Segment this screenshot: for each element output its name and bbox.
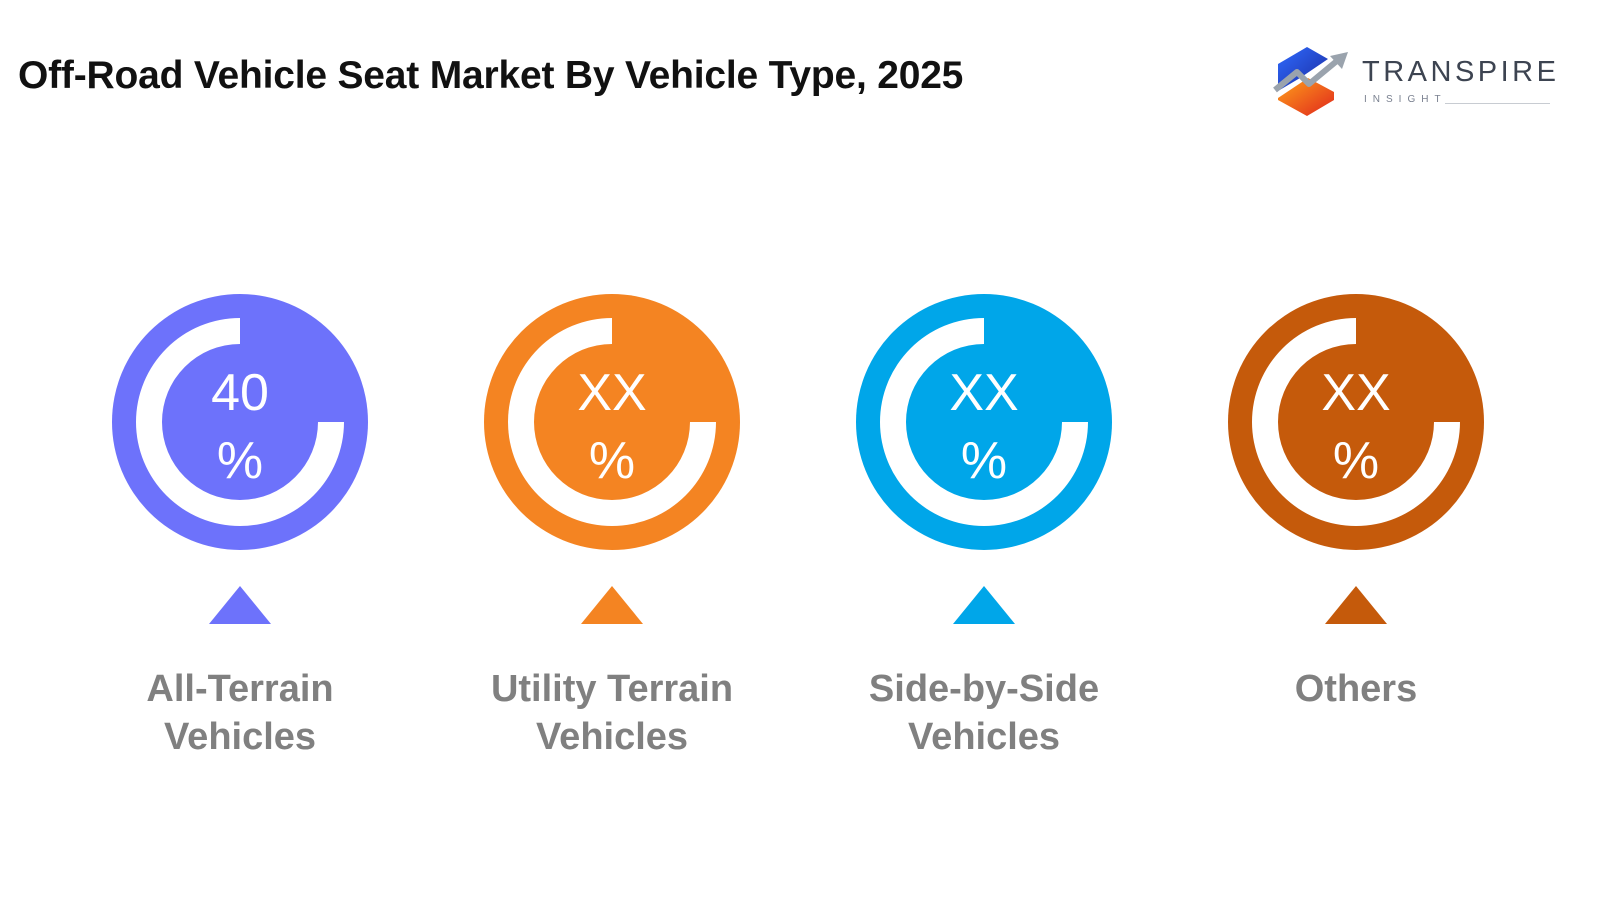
logo-subtitle: INSIGHT <box>1364 94 1447 105</box>
category-pointer-triangle <box>581 586 643 624</box>
category-pointer-triangle <box>1325 586 1387 624</box>
logo-name: TRANSPIRE <box>1362 56 1560 88</box>
category-pointer-triangle <box>209 586 271 624</box>
category-unit: % <box>589 432 635 490</box>
category-3: XX% Others <box>1228 294 1484 710</box>
category-label-line: Side-by-Side <box>869 668 1099 710</box>
category-1: XX% Utility Terrain Vehicles <box>484 294 740 758</box>
transpire-logo: TRANSPIRE INSIGHT <box>1270 44 1570 124</box>
category-label-line: Vehicles <box>164 716 316 758</box>
category-value: XX <box>577 364 646 422</box>
category-pointer-triangle <box>953 586 1015 624</box>
category-label-line: Others <box>1295 668 1417 710</box>
category-value: XX <box>1321 364 1390 422</box>
category-unit: % <box>217 432 263 490</box>
category-label-line: Vehicles <box>908 716 1060 758</box>
category-value: XX <box>949 364 1018 422</box>
logo-rule <box>1445 103 1550 104</box>
category-2: XX% Side-by-Side Vehicles <box>856 294 1112 758</box>
category-label-line: Vehicles <box>536 716 688 758</box>
chart-title: Off-Road Vehicle Seat Market By Vehicle … <box>18 54 964 97</box>
category-label-line: All-Terrain <box>146 668 333 710</box>
category-unit: % <box>1333 432 1379 490</box>
category-unit: % <box>961 432 1007 490</box>
category-0: 40% All-Terrain Vehicles <box>112 294 368 758</box>
category-value: 40 <box>211 364 269 422</box>
category-label-line: Utility Terrain <box>491 668 733 710</box>
transpire-logo-icon <box>1273 47 1348 116</box>
